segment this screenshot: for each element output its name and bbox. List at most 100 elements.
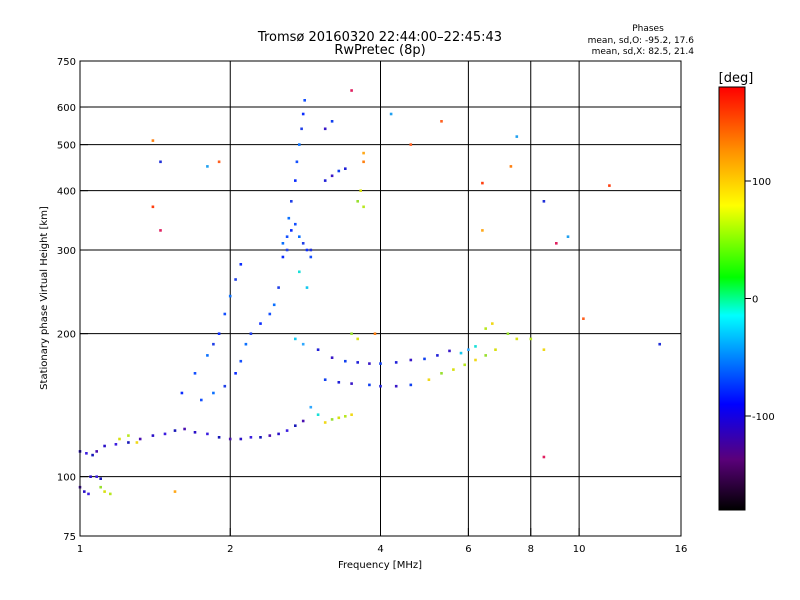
scatter-point [379, 362, 382, 365]
scatter-point [193, 372, 197, 375]
scatter-point [298, 270, 301, 274]
scatter-point [344, 359, 347, 363]
scatter-point [423, 357, 426, 361]
stats-heading: Phases [632, 24, 664, 34]
scatter-point [474, 358, 477, 362]
scatter-point [206, 354, 209, 357]
scatter-point [249, 436, 253, 439]
scatter-point [330, 418, 334, 421]
scatter-point [542, 200, 546, 203]
scatter-point [368, 362, 371, 365]
scatter-point [294, 424, 297, 427]
scatter-point [452, 368, 455, 371]
scatter-point [277, 432, 280, 436]
scatter-points [78, 89, 661, 496]
scatter-point [350, 89, 353, 92]
scatter-point [330, 120, 334, 123]
scatter-point [290, 200, 293, 203]
scatter-point [259, 436, 262, 439]
scatter-point [206, 432, 209, 436]
x-tick-label: 2 [227, 544, 233, 555]
scatter-point [228, 294, 232, 298]
colorbar-ticks: 100 0 -100 [745, 177, 775, 423]
scatter-point [305, 248, 309, 252]
scatter-point [440, 120, 443, 123]
scatter-point [362, 160, 365, 164]
scatter-point [362, 151, 365, 155]
y-tick-label: 600 [57, 103, 76, 114]
scatter-point [89, 475, 92, 478]
scatter-point [379, 384, 382, 388]
scatter-point [118, 437, 121, 441]
scatter-point [127, 434, 130, 437]
scatter-point [658, 342, 661, 346]
scatter-point [212, 391, 215, 395]
scatter-point [151, 139, 155, 142]
scatter-point [323, 127, 327, 131]
scatter-point [159, 160, 162, 164]
scatter-point [200, 398, 203, 402]
colorbar-tick-label: 100 [752, 177, 771, 188]
scatter-point [180, 391, 184, 395]
scatter-point [440, 372, 443, 375]
scatter-point [83, 490, 86, 493]
scatter-point [409, 358, 413, 362]
scatter-point [305, 286, 309, 289]
scatter-point [323, 421, 327, 424]
x-tick-label: 4 [377, 544, 383, 555]
scatter-point [294, 337, 297, 341]
scatter-point [287, 216, 291, 220]
scatter-point [337, 416, 341, 420]
scatter-point [309, 255, 313, 259]
axes: 1 2 4 6 8 10 16 75 100 200 300 400 500 600 750 [57, 57, 687, 555]
scatter-point [316, 348, 320, 351]
scatter-point [359, 189, 362, 192]
scatter-point [290, 229, 293, 232]
x-tick-label: 1 [77, 544, 83, 555]
scatter-point [285, 248, 289, 252]
scatter-point [344, 167, 347, 170]
scatter-point [217, 332, 221, 335]
scatter-point [173, 490, 177, 493]
y-tick-label: 200 [57, 330, 76, 341]
scatter-point [506, 332, 510, 335]
scatter-point [459, 351, 463, 355]
scatter-point [484, 327, 487, 330]
scatter-point [212, 342, 215, 346]
scatter-point [295, 160, 299, 164]
scatter-point [99, 477, 102, 480]
scatter-point [330, 174, 334, 178]
scatter-point [285, 429, 289, 432]
scatter-point [368, 383, 371, 387]
scatter-point [394, 384, 398, 388]
y-tick-label: 75 [63, 532, 76, 543]
scatter-point [285, 235, 289, 238]
scatter-point [316, 413, 320, 416]
scatter-point [259, 322, 262, 325]
y-tick-label: 100 [57, 473, 76, 484]
scatter-point [135, 441, 139, 444]
scatter-point [566, 235, 570, 238]
scatter-point [159, 229, 162, 232]
scatter-point [301, 112, 305, 116]
scatter-point [350, 382, 353, 385]
scatter-point [330, 356, 334, 359]
scatter-point [281, 242, 285, 245]
scatter-point [394, 361, 398, 364]
scatter-point [427, 378, 431, 381]
colorbar-label: [deg] [719, 71, 754, 86]
scatter-point [99, 485, 102, 489]
scatter-point [151, 205, 155, 209]
x-tick-label: 16 [675, 544, 688, 555]
scatter-point [277, 286, 280, 289]
scatter-point [362, 205, 365, 209]
scatter-point [95, 450, 98, 453]
scatter-point [323, 179, 327, 182]
colorbar-tick-label: 0 [752, 295, 758, 306]
scatter-point [91, 453, 94, 457]
scatter-point [608, 184, 611, 187]
scatter-point [337, 169, 341, 173]
scatter-point [138, 437, 142, 441]
scatter-point [217, 160, 221, 164]
scatter-point [193, 431, 197, 434]
